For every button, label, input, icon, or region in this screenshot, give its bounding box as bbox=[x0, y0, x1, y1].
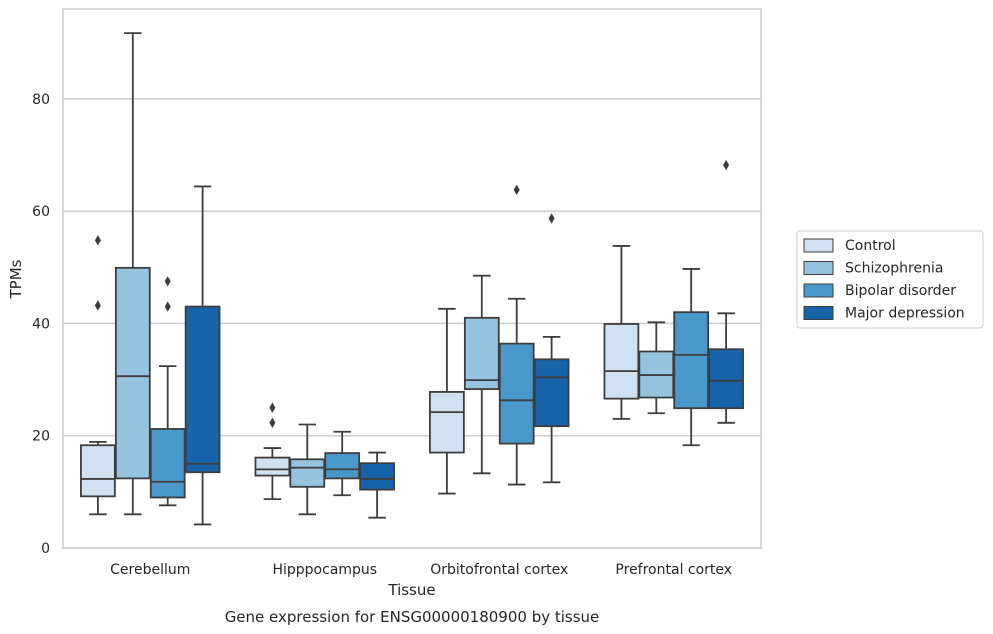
box-iqr bbox=[463, 316, 500, 391]
y-axis-ticks: 0 20 40 60 80 bbox=[32, 92, 50, 557]
box-bipolar-disorder bbox=[324, 430, 361, 497]
legend-swatch bbox=[803, 306, 834, 320]
box-schizophrenia bbox=[114, 32, 151, 516]
outlier-point bbox=[513, 184, 520, 195]
box-iqr bbox=[114, 266, 151, 480]
box-major-depression bbox=[708, 159, 744, 424]
box-iqr bbox=[359, 462, 395, 491]
box-major-depression bbox=[359, 451, 395, 519]
x-tick-label: Cerebellum bbox=[110, 562, 190, 578]
legend-frame bbox=[796, 230, 984, 329]
x-axis-label: Tissue bbox=[387, 581, 435, 599]
outlier-point bbox=[548, 213, 555, 224]
legend-swatch bbox=[803, 261, 834, 275]
outlier-point bbox=[723, 159, 730, 171]
box-iqr bbox=[289, 458, 326, 488]
box-major-depression bbox=[184, 185, 221, 526]
box-iqr bbox=[184, 305, 221, 474]
y-axis-label: TPMs bbox=[7, 259, 25, 299]
box-iqr bbox=[254, 456, 291, 477]
x-tick-label: Prefrontal cortex bbox=[615, 562, 732, 578]
legend-label: Control bbox=[845, 238, 896, 254]
outlier-point bbox=[94, 235, 101, 246]
box-iqr bbox=[708, 348, 744, 410]
box-bipolar-disorder bbox=[149, 276, 186, 507]
box-control bbox=[80, 235, 116, 516]
chart-caption: Gene expression for ENSG00000180900 by t… bbox=[225, 608, 600, 626]
box-iqr bbox=[533, 358, 570, 428]
legend-label: Major depression bbox=[845, 306, 965, 322]
box-iqr bbox=[429, 391, 465, 454]
plot-area bbox=[80, 32, 744, 526]
box-schizophrenia bbox=[463, 274, 500, 475]
box-bipolar-disorder bbox=[673, 268, 710, 447]
y-tick-label: 0 bbox=[41, 541, 50, 557]
box-control bbox=[429, 307, 465, 495]
box-iqr bbox=[149, 428, 186, 499]
outlier-point bbox=[164, 276, 171, 287]
y-tick-label: 80 bbox=[32, 92, 50, 108]
legend-swatch bbox=[803, 238, 834, 253]
x-tick-label: Orbitofrontal cortex bbox=[430, 562, 568, 578]
box-major-depression bbox=[533, 213, 570, 484]
box-iqr bbox=[498, 342, 535, 445]
legend-label: Schizophrenia bbox=[845, 261, 943, 277]
box-iqr bbox=[673, 311, 710, 410]
y-tick-label: 40 bbox=[32, 316, 50, 332]
outlier-point bbox=[94, 300, 101, 311]
box-control bbox=[603, 245, 640, 420]
box-bipolar-disorder bbox=[498, 184, 535, 486]
box-schizophrenia bbox=[289, 423, 326, 516]
outlier-point bbox=[269, 402, 276, 413]
x-axis-ticks: Cerebellum Hipppocampus Orbitofrontal cort… bbox=[110, 562, 732, 578]
box-iqr bbox=[324, 452, 361, 480]
box-schizophrenia bbox=[638, 321, 675, 415]
outlier-point bbox=[164, 301, 171, 312]
y-tick-label: 60 bbox=[32, 204, 50, 220]
legend-label: Bipolar disorder bbox=[845, 283, 956, 299]
plot-frame bbox=[62, 8, 762, 549]
box-iqr bbox=[603, 323, 640, 400]
outlier-point bbox=[269, 417, 276, 428]
legend: Control Schizophrenia Bipolar disorder Majo… bbox=[796, 230, 984, 329]
box-iqr bbox=[80, 444, 116, 498]
legend-swatch bbox=[803, 283, 834, 298]
y-tick-label: 20 bbox=[32, 429, 50, 445]
x-tick-label: Hipppocampus bbox=[272, 562, 377, 578]
box-control bbox=[254, 402, 291, 501]
